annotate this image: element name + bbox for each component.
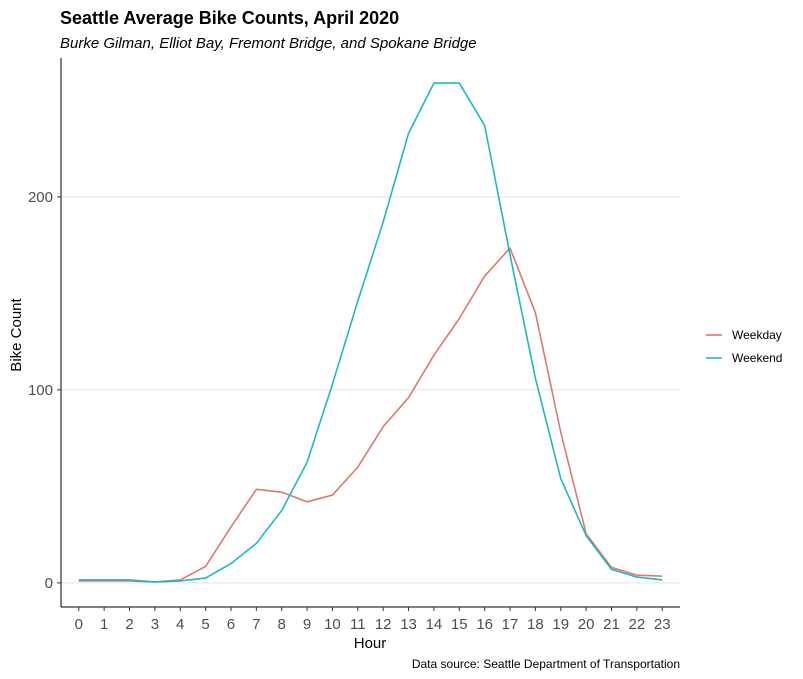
x-tick-label: 20 [578, 616, 595, 633]
x-tick-label: 0 [75, 616, 83, 633]
y-tick-label: 100 [28, 382, 53, 399]
x-tick-label: 14 [426, 616, 443, 633]
x-tick-label: 9 [303, 616, 311, 633]
x-axis-ticks: 0 1 2 3 4 5 6 7 8 9 10 11 12 13 14 15 16 17 18 19 20 21 22 23 [75, 607, 671, 633]
x-tick-label: 22 [629, 616, 646, 633]
x-tick-label: 10 [324, 616, 341, 633]
grid-lines [61, 196, 680, 584]
x-tick-label: 19 [552, 616, 569, 633]
legend-label-weekend: Weekend [732, 351, 782, 365]
x-tick-label: 5 [201, 616, 209, 633]
legend: Weekday Weekend [706, 328, 782, 365]
y-tick-label: 200 [28, 189, 53, 206]
series-line-weekend [78, 82, 663, 583]
x-tick-label: 23 [654, 616, 671, 633]
x-tick-label: 1 [100, 616, 108, 633]
x-tick-label: 13 [400, 616, 417, 633]
x-tick-label: 6 [227, 616, 235, 633]
y-axis-ticks: 0 100 200 [28, 189, 61, 592]
chart-subtitle: Burke Gilman, Elliot Bay, Fremont Bridge… [60, 35, 477, 52]
chart-caption: Data source: Seattle Department of Trans… [412, 657, 680, 671]
x-tick-label: 12 [375, 616, 392, 633]
x-tick-label: 21 [603, 616, 620, 633]
x-tick-label: 11 [350, 616, 366, 633]
x-tick-label: 17 [502, 616, 519, 633]
x-tick-label: 7 [252, 616, 260, 633]
x-tick-label: 18 [527, 616, 544, 633]
x-tick-label: 4 [176, 616, 184, 633]
y-axis-label: Bike Count [8, 297, 25, 371]
series-layer [78, 82, 663, 583]
x-tick-label: 8 [278, 616, 286, 633]
y-tick-label: 0 [45, 575, 53, 592]
x-tick-label: 15 [451, 616, 468, 633]
legend-label-weekday: Weekday [732, 328, 782, 342]
x-tick-label: 3 [151, 616, 159, 633]
chart-title: Seattle Average Bike Counts, April 2020 [60, 8, 399, 28]
x-tick-label: 2 [125, 616, 133, 633]
x-axis-label: Hour [354, 635, 387, 652]
series-line-weekday [78, 247, 663, 583]
x-tick-label: 16 [476, 616, 493, 633]
